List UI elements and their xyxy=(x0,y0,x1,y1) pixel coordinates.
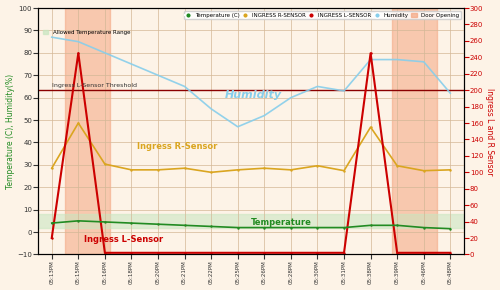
Y-axis label: Ingress L and R Sensor: Ingress L and R Sensor xyxy=(486,88,494,175)
Text: Ingress R-Sensor: Ingress R-Sensor xyxy=(137,142,217,151)
Text: Ingress L-Sensor Threshold: Ingress L-Sensor Threshold xyxy=(52,84,136,88)
Text: Ingress L-Sensor: Ingress L-Sensor xyxy=(84,235,163,244)
Y-axis label: Temperature (C), Humidity(%): Temperature (C), Humidity(%) xyxy=(6,74,15,189)
Bar xyxy=(65,8,110,254)
Text: Temperature: Temperature xyxy=(251,218,312,227)
Bar xyxy=(392,8,437,254)
Bar xyxy=(38,214,464,228)
Text: Humidity: Humidity xyxy=(224,90,281,100)
Legend: Allowed Temperature Range: Allowed Temperature Range xyxy=(41,28,132,37)
